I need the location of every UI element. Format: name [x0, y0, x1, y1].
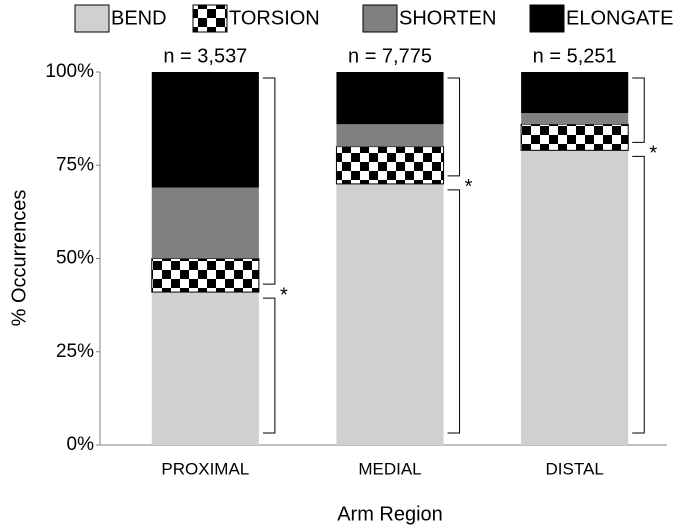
legend-swatch: [362, 4, 398, 33]
x-axis-title: Arm Region: [337, 503, 443, 525]
x-tick-label: MEDIAL: [358, 459, 421, 478]
bar-segment: [151, 292, 259, 445]
sample-size: n = 3,537: [163, 45, 247, 67]
x-tick-label: DISTAL: [546, 459, 604, 478]
bracket: [262, 77, 276, 285]
y-tick-label: 100%: [45, 61, 94, 82]
sample-size: n = 5,251: [533, 45, 617, 67]
bar-segment: [520, 123, 629, 151]
bar-segment: [521, 150, 629, 445]
bar-segment: [151, 187, 259, 259]
y-tick-label: 50%: [56, 248, 94, 269]
bar-segment: [336, 183, 444, 445]
legend-label: TORSION: [229, 7, 320, 29]
bracket: [632, 155, 645, 434]
bar-segment: [151, 72, 259, 188]
y-tick-label: 75%: [56, 154, 94, 175]
x-tick-label: PROXIMAL: [161, 459, 249, 478]
bracket: [447, 77, 461, 177]
legend-swatch: [529, 4, 565, 33]
bracket: [447, 189, 461, 434]
significance-mark: *: [280, 284, 288, 306]
y-tick-label: 25%: [56, 341, 94, 362]
legend-swatch: [192, 4, 228, 33]
significance-mark: *: [649, 143, 657, 165]
bar-segment: [521, 72, 629, 114]
bracket: [632, 77, 645, 143]
bar-segment: [336, 124, 444, 147]
bar-segment: [521, 113, 629, 125]
bar-segment: [151, 258, 260, 293]
y-axis-title: % Occurrences: [8, 190, 30, 327]
sample-size: n = 7,775: [348, 45, 432, 67]
legend-label: ELONGATE: [566, 7, 673, 29]
legend-label: BEND: [111, 7, 167, 29]
legend-label: SHORTEN: [399, 7, 496, 29]
legend-swatch: [74, 4, 110, 33]
bar-segment: [336, 72, 444, 125]
bar-segment: [335, 146, 445, 185]
bracket: [262, 297, 276, 434]
significance-mark: *: [465, 176, 473, 198]
y-tick-label: 0%: [67, 434, 95, 455]
